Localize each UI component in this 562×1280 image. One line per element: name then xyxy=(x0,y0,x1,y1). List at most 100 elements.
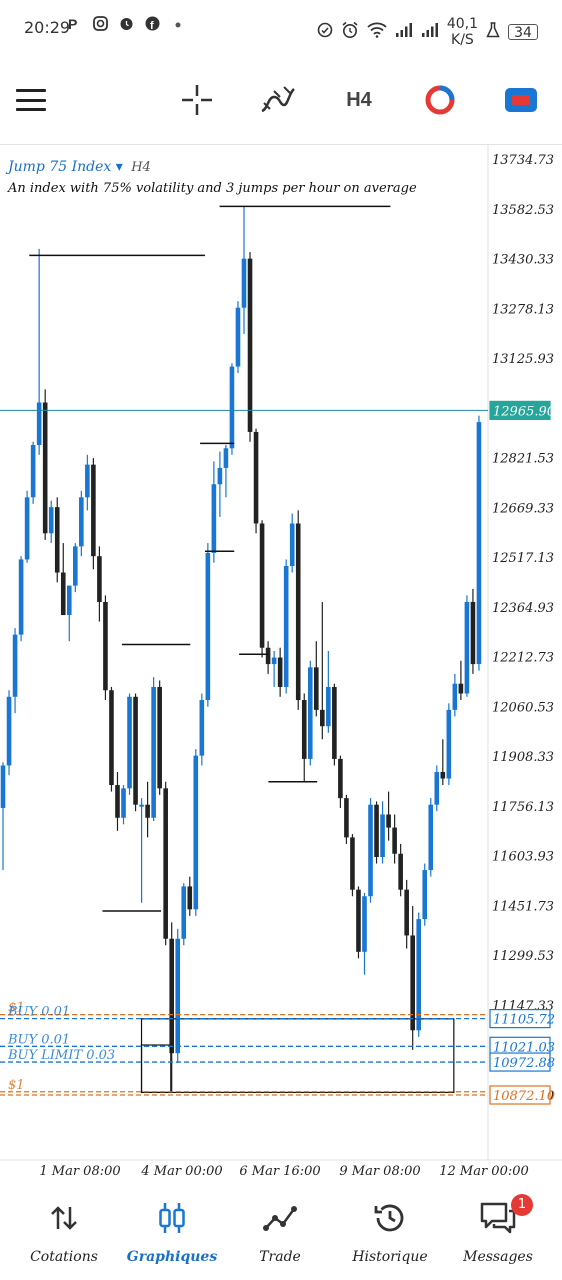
candle-body xyxy=(60,572,66,616)
new-order-button[interactable] xyxy=(500,80,542,120)
order-label[interactable]: BUY LIMIT 0.03 xyxy=(7,1048,115,1063)
candle-body xyxy=(470,601,476,665)
candle-body xyxy=(356,889,361,952)
order-label[interactable]: $1 xyxy=(8,1001,25,1016)
crosshair-button[interactable] xyxy=(178,80,216,120)
y-tick-label: 12821.53 xyxy=(492,452,554,467)
notification-icons: P f xyxy=(66,16,186,32)
candle-body xyxy=(42,402,48,534)
symbol-name[interactable]: Jump 75 Index xyxy=(8,159,112,175)
candle-body xyxy=(259,523,265,648)
quotes-arrows-icon xyxy=(51,1206,77,1230)
drawn-rectangle[interactable] xyxy=(140,1044,172,1094)
menu-button[interactable] xyxy=(14,80,48,120)
symbol-title[interactable]: Jump 75 Index ▾ H4 xyxy=(8,159,151,175)
candle-body xyxy=(277,657,283,687)
candle-body xyxy=(241,258,247,308)
indicators-button[interactable] xyxy=(258,80,298,120)
candle-body xyxy=(79,497,84,547)
order-label[interactable]: BUY 0.01 xyxy=(7,1032,70,1047)
y-tick-label: 11603.93 xyxy=(492,850,554,865)
candle-body xyxy=(30,445,36,498)
net-speed: 40,1 K/S xyxy=(447,16,478,48)
candle-body xyxy=(320,709,325,727)
trade-icon xyxy=(505,88,537,112)
y-tick-label: 13278.13 xyxy=(492,302,554,317)
messages-icon xyxy=(480,1202,516,1234)
candle-body xyxy=(24,497,30,560)
candle-body xyxy=(73,546,78,586)
price-axis-label-box xyxy=(489,400,551,420)
candle-body xyxy=(121,788,126,818)
symbol-description: An index with 75% volatility and 3 jumps… xyxy=(8,181,417,196)
candle-body xyxy=(85,464,90,498)
candle-body xyxy=(404,889,409,936)
battery-indicator: 34 xyxy=(508,24,538,41)
nav-item-graphiques[interactable]: Graphiques xyxy=(122,1201,222,1271)
nav-label: Graphiques xyxy=(126,1249,218,1265)
nav-item-messages[interactable]: Messages xyxy=(448,1201,548,1271)
candle-body xyxy=(428,804,434,871)
nav-label: Messages xyxy=(463,1249,533,1265)
y-tick-label: 11908.33 xyxy=(492,750,554,765)
symbol-timeframe: H4 xyxy=(131,160,151,175)
net-speed-unit: K/S xyxy=(451,32,474,48)
candle-body xyxy=(464,601,470,694)
candle-body xyxy=(440,771,446,779)
svg-text:f: f xyxy=(150,20,154,31)
candle-body xyxy=(6,696,12,766)
candle-body xyxy=(476,422,482,665)
flask-icon xyxy=(486,22,500,42)
candle-body xyxy=(434,771,440,805)
dot-icon xyxy=(170,16,186,32)
candle-body xyxy=(283,565,289,687)
candle-body xyxy=(410,935,415,1031)
y-tick-label: 12060.53 xyxy=(492,700,554,715)
facebook-icon: f xyxy=(144,16,160,32)
candle-body xyxy=(332,686,337,759)
y-tick-label: 12212.73 xyxy=(492,651,554,666)
order-label[interactable]: BUY 0.01 xyxy=(7,1005,70,1020)
candle-body xyxy=(374,804,379,857)
nav-label: Trade xyxy=(259,1249,301,1265)
price-axis-label-box xyxy=(489,1085,551,1105)
nav-item-historique[interactable]: Historique xyxy=(340,1201,440,1271)
price-chart[interactable]: $1 BUY 0.01 BUY 0.01 BUY LIMIT 0.03 $1 13734.… xyxy=(0,145,562,1185)
menu-icon xyxy=(16,89,46,111)
candle-body xyxy=(187,886,193,910)
candle-body xyxy=(217,467,223,485)
candle-body xyxy=(91,464,96,557)
signal-icon xyxy=(395,22,413,42)
drawn-rectangle[interactable] xyxy=(140,1018,455,1094)
candle-body xyxy=(199,700,205,756)
timeframe-button[interactable]: H4 xyxy=(346,88,372,111)
candle-body xyxy=(127,696,132,789)
messages-badge: 1 xyxy=(511,1194,533,1216)
candle-body xyxy=(193,755,199,910)
candle-body xyxy=(307,667,313,759)
y-tick-label: 11451.73 xyxy=(492,899,554,914)
price-axis-label-box xyxy=(489,1009,551,1029)
candle-body xyxy=(452,683,458,710)
candle-body xyxy=(205,552,211,701)
candle-body xyxy=(446,709,452,779)
candle-body xyxy=(145,804,150,818)
candle-body xyxy=(229,366,235,449)
x-tick-label: 9 Mar 08:00 xyxy=(339,1164,420,1179)
history-icon xyxy=(374,1204,404,1232)
candle-body xyxy=(54,507,60,573)
y-tick-label: 12669.33 xyxy=(492,501,554,516)
candle-body xyxy=(386,814,391,828)
candle-body xyxy=(458,683,464,694)
candle-body xyxy=(169,938,175,1054)
candle-body xyxy=(12,634,18,697)
nav-item-cotations[interactable]: Cotations xyxy=(14,1201,114,1271)
nav-item-trade[interactable]: Trade xyxy=(230,1201,330,1271)
candle-body xyxy=(422,870,428,920)
candle-body xyxy=(0,765,6,808)
symbol-dropdown-icon[interactable]: ▾ xyxy=(115,159,123,175)
trade-line-icon xyxy=(263,1206,297,1231)
one-click-trading-button[interactable] xyxy=(420,80,460,120)
order-label[interactable]: $1 xyxy=(8,1078,25,1093)
